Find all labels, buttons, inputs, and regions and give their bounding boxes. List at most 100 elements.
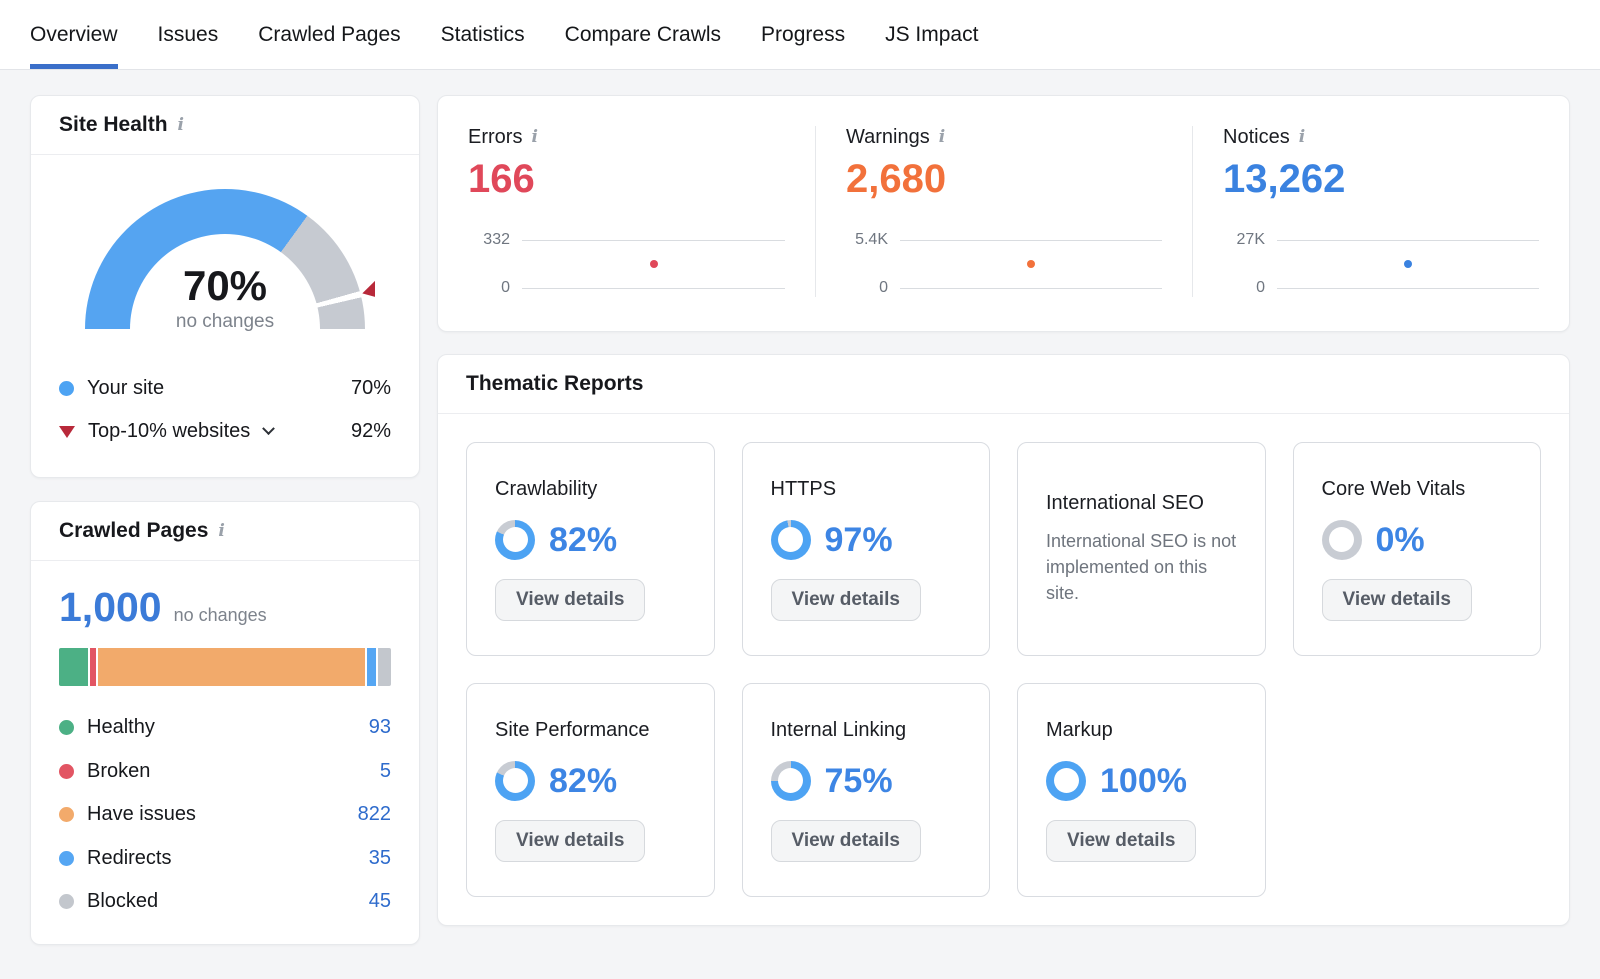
report-title: International SEO [1046, 491, 1204, 514]
site-performance-percent: 82% [549, 761, 618, 800]
bar-segment-healthy[interactable] [59, 648, 89, 686]
bar-segment-broken[interactable] [90, 648, 97, 686]
axis-min-label: 0 [501, 279, 510, 296]
crawlability-view-details-button[interactable]: View details [495, 578, 646, 621]
bar-segment-blocked[interactable] [377, 648, 391, 686]
gridline [1277, 287, 1539, 289]
axis-max-label: 27K [1236, 231, 1265, 248]
internal-linking-view-details-button[interactable]: View details [770, 819, 921, 862]
crawled-row-have-issues: Have issues 822 [59, 793, 391, 837]
axis-min-label: 0 [879, 279, 888, 296]
info-icon[interactable]: i [177, 114, 184, 135]
bar-segment-have-issues[interactable] [98, 648, 366, 686]
redirects-count-link[interactable]: 35 [368, 846, 391, 869]
core-web-vitals-view-details-button[interactable]: View details [1321, 578, 1472, 621]
gridline [900, 287, 1162, 289]
errors-column: Errors i 166 332 0 [438, 126, 815, 297]
crawled-pages-total: 1,000 [59, 584, 162, 630]
errors-count[interactable]: 166 [468, 157, 535, 201]
notices-column: Notices i 13,262 27K 0 [1192, 126, 1569, 297]
report-card-markup: Markup 100% View details [1017, 683, 1266, 897]
https-view-details-button[interactable]: View details [770, 578, 921, 621]
notices-data-point[interactable] [1404, 260, 1412, 268]
have-issues-count-link[interactable]: 822 [357, 803, 391, 826]
tab-js-impact[interactable]: JS Impact [885, 22, 979, 46]
row-label: Redirects [87, 846, 172, 869]
info-icon[interactable]: i [938, 127, 946, 147]
https-percent: 97% [824, 520, 893, 559]
thematic-reports-title: Thematic Reports [466, 372, 644, 395]
chevron-down-icon [262, 422, 276, 436]
site-health-value: 70% [182, 262, 268, 309]
report-card-site-performance: Site Performance 82% View details [466, 683, 715, 897]
healthy-count-link[interactable]: 93 [368, 716, 391, 739]
broken-count-link[interactable]: 5 [379, 759, 391, 782]
axis-max-label: 332 [483, 231, 510, 248]
crawled-row-broken: Broken 5 [59, 750, 391, 794]
issues-summary-card: Errors i 166 332 0 Warnings i 2,680 5.4K [437, 95, 1570, 332]
crawled-row-redirects: Redirects 35 [59, 837, 391, 881]
notices-label: Notices [1223, 126, 1290, 148]
site-health-change: no changes [175, 311, 275, 332]
markup-donut-chart [1046, 760, 1086, 801]
benchmark-dropdown[interactable]: Top-10% websites [88, 420, 276, 443]
errors-data-point[interactable] [649, 260, 658, 268]
notices-trend-chart: 27K 0 [1223, 231, 1539, 297]
report-title: Internal Linking [770, 718, 907, 741]
row-label: Have issues [87, 803, 196, 826]
tab-progress[interactable]: Progress [761, 22, 846, 46]
crawlability-donut-chart [495, 519, 535, 560]
report-card-international-seo: International SEO International SEO is n… [1017, 442, 1266, 656]
warnings-trend-chart: 5.4K 0 [846, 231, 1162, 297]
legend-label: Your site [87, 377, 165, 399]
report-card-crawlability: Crawlability 82% View details [466, 442, 715, 656]
bar-segment-redirects[interactable] [367, 648, 376, 686]
internal-linking-donut-chart [770, 760, 811, 801]
internal-linking-percent: 75% [824, 761, 893, 800]
report-tabs: Overview Issues Crawled Pages Statistics… [0, 0, 1600, 70]
tab-compare-crawls[interactable]: Compare Crawls [564, 22, 722, 46]
report-card-https: HTTPS 97% View details [741, 442, 990, 656]
https-donut-chart [770, 519, 811, 560]
warnings-data-point[interactable] [1027, 260, 1035, 268]
have-issues-dot-icon [59, 807, 74, 823]
tab-issues[interactable]: Issues [157, 22, 219, 46]
broken-dot-icon [59, 763, 74, 779]
site-health-gauge: 70% no changes [75, 189, 375, 341]
row-label: Healthy [87, 716, 155, 739]
gridline [1277, 239, 1539, 241]
site-performance-view-details-button[interactable]: View details [495, 819, 646, 862]
legend-value: 70% [350, 377, 391, 399]
markup-view-details-button[interactable]: View details [1046, 819, 1197, 862]
warnings-count[interactable]: 2,680 [846, 157, 947, 201]
core-web-vitals-percent: 0% [1375, 520, 1425, 559]
gridline [900, 239, 1162, 241]
crawled-row-blocked: Blocked 45 [59, 880, 391, 924]
legend-value: 92% [350, 420, 391, 442]
gridline [522, 239, 785, 241]
site-health-card: Site Health i 70% no changes Your si [30, 95, 420, 478]
tab-crawled-pages[interactable]: Crawled Pages [258, 22, 401, 46]
info-icon[interactable]: i [1298, 127, 1306, 147]
your-site-dot-icon [59, 381, 74, 396]
markup-percent: 100% [1100, 761, 1187, 800]
gridline [522, 287, 785, 289]
info-icon[interactable]: i [531, 127, 538, 147]
site-performance-donut-chart [495, 760, 535, 801]
row-label: Blocked [87, 890, 159, 913]
blocked-count-link[interactable]: 45 [368, 890, 391, 913]
legend-row-benchmark: Top-10% websites 92% [59, 410, 391, 453]
info-icon[interactable]: i [218, 520, 225, 541]
benchmark-triangle-icon [59, 425, 75, 438]
crawlability-percent: 82% [549, 520, 618, 559]
report-card-core-web-vitals: Core Web Vitals 0% View details [1292, 442, 1541, 656]
tab-statistics[interactable]: Statistics [440, 22, 525, 46]
blocked-dot-icon [59, 894, 74, 910]
thematic-reports-card: Thematic Reports Crawlability 82% View d… [437, 354, 1570, 926]
axis-max-label: 5.4K [855, 231, 888, 248]
tab-overview[interactable]: Overview [30, 0, 118, 69]
healthy-dot-icon [59, 720, 74, 736]
international-seo-description: International SEO is not implemented on … [1046, 530, 1237, 604]
notices-count[interactable]: 13,262 [1223, 157, 1346, 201]
site-health-title: Site Health [59, 113, 168, 136]
